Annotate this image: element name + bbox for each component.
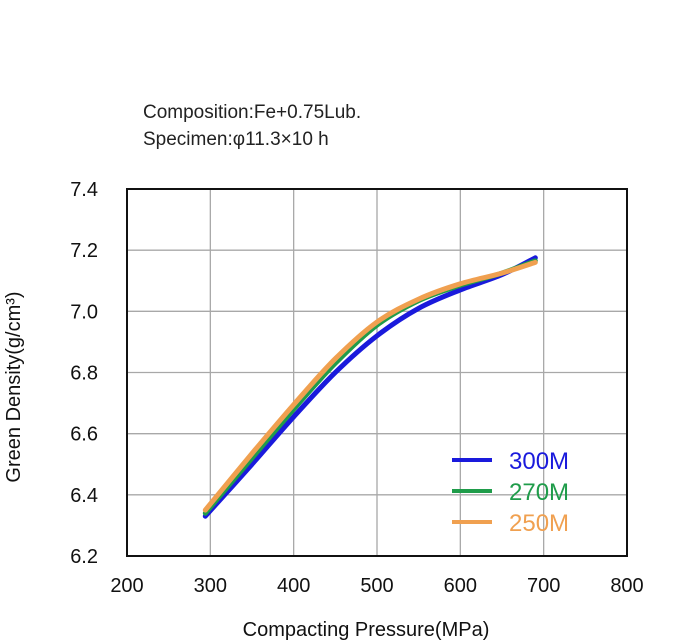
y-tick-label: 6.4: [70, 485, 98, 507]
x-tick-labels: 200 300 400 500 600 700 800: [110, 575, 643, 597]
x-tick-label: 200: [110, 575, 143, 597]
x-tick-label: 500: [360, 575, 393, 597]
grid-lines: [127, 189, 627, 556]
composition-note: Composition:Fe+0.75Lub.: [143, 102, 362, 123]
x-tick-label: 700: [527, 575, 560, 597]
y-axis-label: Green Density(g/cm³): [3, 291, 25, 482]
y-tick-label: 6.2: [70, 546, 98, 568]
y-tick-label: 6.8: [70, 363, 98, 385]
y-tick-label: 7.4: [70, 179, 98, 201]
legend-label-250m: 250M: [509, 510, 569, 537]
specimen-note: Specimen:φ11.3×10 h: [143, 129, 329, 150]
y-tick-label: 7.0: [70, 301, 98, 323]
series-lines: [202, 255, 538, 519]
chart-notes: Composition:Fe+0.75Lub. Specimen:φ11.3×1…: [143, 99, 361, 153]
x-tick-label: 300: [194, 575, 227, 597]
legend-label-300m: 300M: [509, 448, 569, 475]
series-line-250m: [202, 259, 538, 513]
y-tick-label: 6.6: [70, 424, 98, 446]
x-tick-label: 400: [277, 575, 310, 597]
y-tick-labels: 6.2 6.4 6.6 6.8 7.0 7.2 7.4: [70, 179, 98, 568]
x-tick-label: 800: [610, 575, 643, 597]
plot-frame: [126, 188, 628, 557]
legend-label-270m: 270M: [509, 479, 569, 506]
series-line-270m: [202, 258, 538, 516]
x-axis-label: Compacting Pressure(MPa): [243, 619, 490, 641]
y-tick-label: 7.2: [70, 240, 98, 262]
x-tick-label: 600: [444, 575, 477, 597]
legend: 300M 270M 250M: [452, 448, 569, 537]
series-line-300m: [202, 255, 538, 519]
